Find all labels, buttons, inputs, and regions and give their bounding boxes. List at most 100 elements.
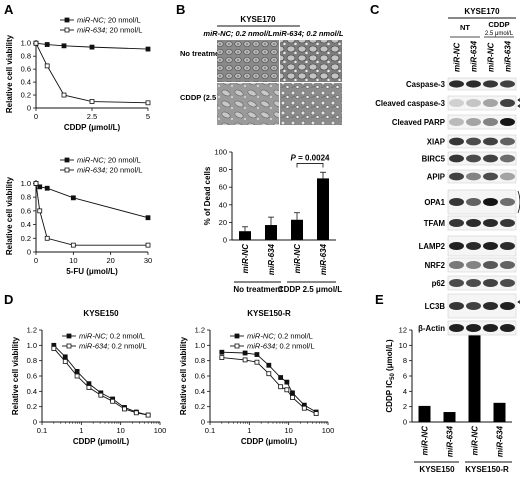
data-point bbox=[110, 398, 116, 404]
data-point bbox=[242, 357, 248, 363]
blot-band bbox=[483, 302, 498, 310]
group-label: CDDP 2.5 μmol/L bbox=[278, 285, 342, 294]
y-tick-label: 0 bbox=[223, 236, 227, 245]
data-point bbox=[70, 195, 76, 201]
micrograph-nc-untreated bbox=[217, 40, 279, 82]
blot-band bbox=[466, 172, 481, 181]
y-tick-label: 0.8 bbox=[195, 356, 205, 365]
band-arrow bbox=[517, 104, 520, 108]
y-axis-label: % of Dead cells bbox=[203, 166, 212, 225]
blot-band bbox=[466, 219, 481, 227]
bar bbox=[493, 402, 506, 422]
group-label: KYSE150 bbox=[419, 465, 455, 474]
panel-label-d: D bbox=[4, 292, 13, 307]
blot-band bbox=[500, 324, 515, 332]
panel-b-col1-label: miR-NC; 0.2 nmol/L bbox=[203, 29, 273, 38]
y-tick-label: 0.4 bbox=[27, 387, 37, 396]
blot-band bbox=[500, 99, 515, 107]
bar bbox=[239, 231, 251, 240]
y-tick-label: 0 bbox=[403, 418, 407, 427]
data-point bbox=[145, 100, 151, 106]
y-tick-label: 0.6 bbox=[21, 206, 31, 215]
data-point bbox=[74, 368, 80, 374]
x-tick-label: 100 bbox=[322, 426, 335, 435]
micrograph-634-untreated bbox=[280, 40, 342, 82]
blot-band bbox=[466, 198, 481, 206]
data-point bbox=[74, 373, 80, 379]
y-axis-label: Relative cell viability bbox=[11, 336, 20, 415]
x-tick-label: 10 bbox=[116, 426, 124, 435]
panel-label-b: B bbox=[176, 2, 185, 17]
legend-marker bbox=[234, 333, 240, 339]
x-tick-label: 5 bbox=[146, 112, 150, 121]
bar bbox=[418, 405, 431, 422]
blot-band bbox=[449, 118, 464, 126]
blot-band bbox=[483, 324, 498, 332]
blot-band bbox=[449, 242, 464, 250]
blot-band bbox=[483, 137, 498, 146]
data-point bbox=[290, 390, 295, 396]
category-label: miR-NC bbox=[241, 244, 250, 274]
blot-band bbox=[500, 80, 515, 88]
data-point bbox=[44, 185, 50, 191]
y-tick-label: 8 bbox=[403, 356, 407, 365]
band-label: BIRC5 bbox=[422, 155, 446, 164]
x-axis-label: CDDP (μmol/L) bbox=[73, 437, 130, 446]
series-line bbox=[53, 348, 149, 416]
x-tick-label: 1 bbox=[247, 426, 251, 435]
legend-marker bbox=[66, 333, 72, 339]
x-tick-label: 0 bbox=[34, 256, 38, 265]
data-point bbox=[62, 359, 68, 364]
blot-band bbox=[466, 261, 481, 269]
blot-band bbox=[466, 99, 481, 107]
category-label: miR-634 bbox=[446, 425, 455, 457]
blot-strip bbox=[447, 257, 517, 273]
y-tick-label: 0.6 bbox=[195, 372, 205, 381]
p-value-annotation: P = 0.0024 bbox=[291, 153, 330, 162]
blot-band bbox=[483, 154, 498, 163]
band-label: APIP bbox=[427, 173, 445, 182]
blot-band bbox=[466, 302, 481, 310]
y-tick-label: 0 bbox=[33, 418, 37, 427]
band-arrow bbox=[517, 98, 520, 102]
data-point bbox=[290, 395, 295, 400]
data-point bbox=[122, 406, 127, 412]
bar bbox=[317, 178, 329, 240]
blot-strip bbox=[447, 77, 517, 91]
data-point bbox=[44, 42, 50, 47]
data-point bbox=[37, 184, 43, 190]
blot-band bbox=[449, 99, 464, 107]
micrograph-634-cddp bbox=[280, 83, 342, 125]
data-point bbox=[61, 43, 67, 49]
y-axis-label: Relative cell viability bbox=[5, 176, 14, 255]
y-tick-label: 0 bbox=[27, 104, 31, 113]
data-point bbox=[145, 412, 151, 418]
blot-group-nt: NT bbox=[460, 23, 470, 32]
y-tick-label: 1.2 bbox=[27, 326, 37, 335]
blot-band bbox=[466, 80, 481, 88]
band-label: LC3B bbox=[425, 302, 446, 311]
data-point bbox=[145, 242, 151, 248]
band-bracket bbox=[517, 190, 520, 214]
blot-band bbox=[500, 261, 515, 269]
blot-strip bbox=[447, 114, 517, 130]
panel-label-c: C bbox=[370, 2, 380, 17]
panel-a-5fu-chart: 0 0.2 0.4 0.6 0.8 1.0 0 10 20 30 5-FU (μmol/L) Rela… bbox=[5, 156, 152, 277]
panel-label-a: A bbox=[4, 2, 14, 17]
blot-band bbox=[483, 118, 498, 126]
blot-strip bbox=[447, 275, 517, 291]
legend-entry: miR-NC; 20 nmol/L bbox=[77, 156, 141, 165]
data-point bbox=[254, 359, 260, 365]
blot-band bbox=[466, 324, 481, 332]
data-point bbox=[33, 40, 39, 46]
y-tick-label: 1.0 bbox=[27, 341, 37, 350]
band-label: p62 bbox=[432, 279, 446, 288]
y-tick-label: 20 bbox=[219, 218, 227, 227]
data-point bbox=[89, 44, 95, 50]
data-point bbox=[284, 387, 290, 393]
blot-band bbox=[449, 261, 464, 269]
blot-band bbox=[466, 242, 481, 250]
y-tick-label: 0.6 bbox=[27, 372, 37, 381]
lane-label: miR-634 bbox=[504, 40, 513, 72]
